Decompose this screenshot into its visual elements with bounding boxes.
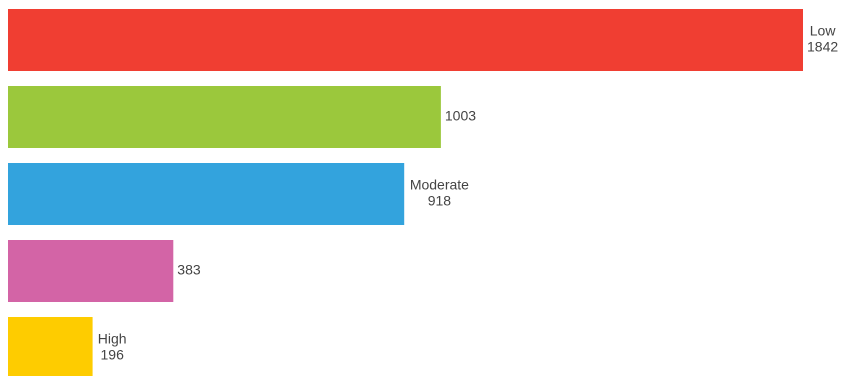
bar-high <box>8 317 93 376</box>
bar-category-label: High <box>98 331 127 347</box>
bar-value-label: 1003 <box>445 108 476 124</box>
bar-value-label: 196 <box>101 347 125 363</box>
bar-category-label: Moderate <box>410 177 469 193</box>
bar-category-label: Low <box>810 23 837 39</box>
bar-item-4 <box>8 240 174 302</box>
bar-value-label: 918 <box>428 193 452 209</box>
bar-moderate <box>8 163 405 225</box>
bar-value-label: 1842 <box>807 39 838 55</box>
bar-item-2 <box>8 86 441 148</box>
bar-value-label: 383 <box>177 262 201 278</box>
bar-low <box>8 9 803 71</box>
